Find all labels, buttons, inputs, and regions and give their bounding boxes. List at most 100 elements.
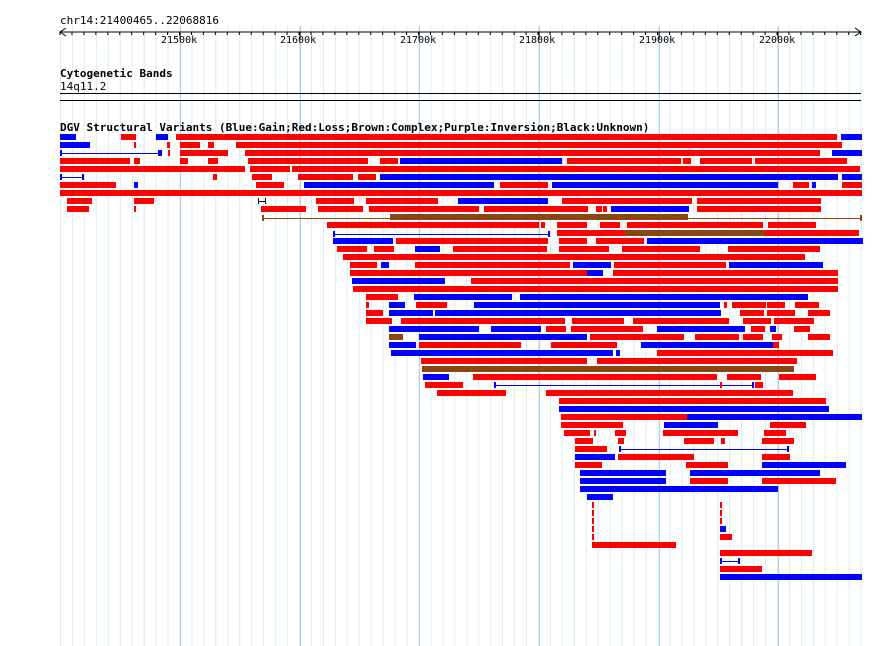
- variant-bar: [720, 566, 762, 572]
- variant-bar: [616, 350, 620, 356]
- variant-bar: [764, 430, 786, 436]
- variant-bar: [657, 350, 833, 356]
- variant-bar: [564, 430, 590, 436]
- variant-bar: [415, 246, 440, 252]
- variant-bar: [419, 334, 587, 340]
- variant-bar: [762, 438, 794, 444]
- variant-bar: [352, 278, 445, 284]
- variant-bar: [437, 390, 506, 396]
- variant-bar: [416, 302, 447, 308]
- variant-bar: [453, 246, 547, 252]
- variant-bar: [795, 302, 819, 308]
- variant-bar: [419, 342, 521, 348]
- variant-bar: [134, 182, 138, 188]
- variant-bar: [770, 422, 806, 428]
- variant-bar: [793, 182, 809, 188]
- variant-bar: [743, 334, 763, 340]
- variant-bar: [592, 502, 594, 508]
- variant-bar: [180, 142, 200, 148]
- variant-bar: [400, 158, 562, 164]
- variant-bar: [808, 310, 830, 316]
- variant-bar: [168, 150, 170, 156]
- variant-bar: [389, 326, 479, 332]
- variant-bar: [603, 206, 607, 212]
- variant-bar: [380, 158, 398, 164]
- variant-bar: [358, 174, 376, 180]
- variant-bar: [720, 518, 722, 524]
- variant-bar: [541, 222, 545, 228]
- variant-bar: [366, 198, 438, 204]
- variant-bar: [60, 166, 245, 172]
- variant-bar: [389, 334, 403, 340]
- variant-bar: [380, 174, 838, 180]
- variant-bar: [471, 278, 838, 284]
- variant-bar: [697, 206, 821, 212]
- variant-bar: [366, 318, 392, 324]
- variant-bar: [611, 206, 689, 212]
- variant-bar: [292, 166, 860, 172]
- variant-bar: [414, 294, 512, 300]
- variant-end-mark: [787, 446, 789, 452]
- variant-bar: [768, 222, 816, 228]
- variant-bar: [772, 334, 782, 340]
- variant-bar: [473, 374, 717, 380]
- variant-bar: [600, 222, 620, 228]
- variant-bar: [841, 134, 862, 140]
- variant-bar: [134, 206, 136, 212]
- variant-bar: [594, 430, 596, 436]
- variant-bar: [236, 142, 842, 148]
- ruler-tick-label: 21800k: [519, 35, 556, 46]
- variant-bar: [587, 270, 603, 276]
- variant-bar: [546, 326, 566, 332]
- variant-bar: [575, 462, 602, 468]
- variant-bar: [695, 334, 739, 340]
- variant-bar: [435, 310, 721, 316]
- variant-bar: [458, 198, 548, 204]
- ruler-tick-label: 21600k: [280, 35, 317, 46]
- variant-bar: [575, 438, 593, 444]
- variant-bar: [562, 198, 692, 204]
- variant-bar: [580, 478, 666, 484]
- variant-unknown-bar: [258, 198, 259, 204]
- variant-bar: [720, 534, 732, 540]
- variant-bar: [627, 222, 763, 228]
- variant-bar: [832, 150, 862, 156]
- variant-bar: [474, 302, 720, 308]
- variant-bar: [422, 366, 794, 372]
- variant-bar: [366, 310, 383, 316]
- variant-bar: [366, 294, 398, 300]
- variant-bar: [743, 318, 771, 324]
- variant-end-mark: [738, 558, 740, 564]
- variant-bar: [213, 174, 217, 180]
- variant-bar: [353, 286, 838, 292]
- variant-bar: [625, 230, 765, 236]
- variant-bar: [573, 262, 611, 268]
- variant-bar: [500, 182, 548, 188]
- variant-bar: [327, 222, 539, 228]
- variant-end-mark: [720, 558, 722, 564]
- variant-bar: [720, 502, 722, 508]
- variant-bar: [751, 326, 765, 332]
- variant-bar: [389, 302, 405, 308]
- variant-bar: [774, 318, 814, 324]
- variant-bar: [732, 302, 766, 308]
- variant-bar: [687, 414, 862, 420]
- variant-end-mark: [494, 382, 496, 388]
- variant-end-mark: [82, 174, 84, 180]
- variant-bar: [60, 134, 76, 140]
- variant-bar: [724, 302, 727, 308]
- variant-end-mark: [860, 215, 862, 221]
- variant-bar: [208, 142, 214, 148]
- ruler: [59, 27, 862, 39]
- variant-bar: [350, 270, 587, 276]
- variant-bar: [720, 526, 726, 532]
- variant-bar: [67, 198, 92, 204]
- variant-bar: [60, 158, 130, 164]
- variant-bar: [596, 238, 644, 244]
- variant-bar: [779, 374, 816, 380]
- variant-bar: [167, 142, 170, 148]
- variant-bar: [180, 158, 188, 164]
- variant-bar: [613, 270, 838, 276]
